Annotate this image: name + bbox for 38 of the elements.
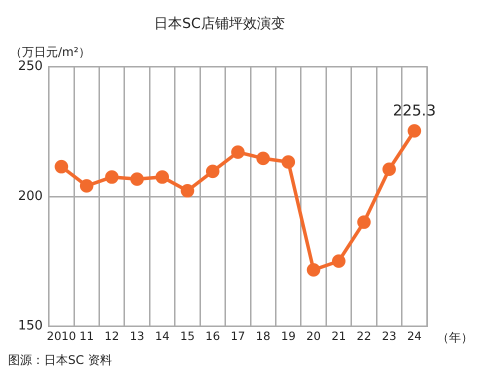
point [80,179,94,193]
text: 图源：日本SC 资料 [8,352,113,369]
point [382,162,396,176]
data-label: 225.3 [392,101,436,120]
x-tick-label: 24 [407,329,422,344]
point [180,184,194,198]
x-tick-label: 2010 [46,329,76,344]
y-tick-label: 150 [18,318,43,334]
x-tick-label: 20 [306,329,321,344]
x-tick-label: 19 [281,329,296,344]
y-tick-label: 200 [18,188,43,204]
x-tick-label: 22 [356,329,372,344]
x-tick-label: 11 [79,329,94,344]
y-axis-title: （万日元/m²） [10,44,91,59]
point [156,170,170,184]
point [105,170,119,184]
x-tick-label: 18 [256,329,270,344]
x-tick-label: 13 [130,329,144,344]
point [332,254,346,268]
x-tick-label: 17 [230,329,246,344]
point [231,145,245,159]
x-tick-label: 15 [180,329,195,344]
point [408,124,422,138]
y-tick-label: 250 [18,59,43,74]
x-tick-label: 14 [154,329,170,344]
x-tick-label: 12 [104,329,120,344]
point [206,164,220,178]
chart-title: 日本SC店铺坪效演变 [154,16,285,32]
x-tick-label: 16 [205,329,220,344]
x-axis-title: （年） [437,330,473,344]
x-tick-label: 21 [331,329,346,344]
x-tick-label: 23 [382,329,396,344]
point [54,160,68,174]
point [256,152,270,166]
point [130,172,144,186]
point [306,263,320,277]
point [282,155,296,169]
point [357,215,371,229]
